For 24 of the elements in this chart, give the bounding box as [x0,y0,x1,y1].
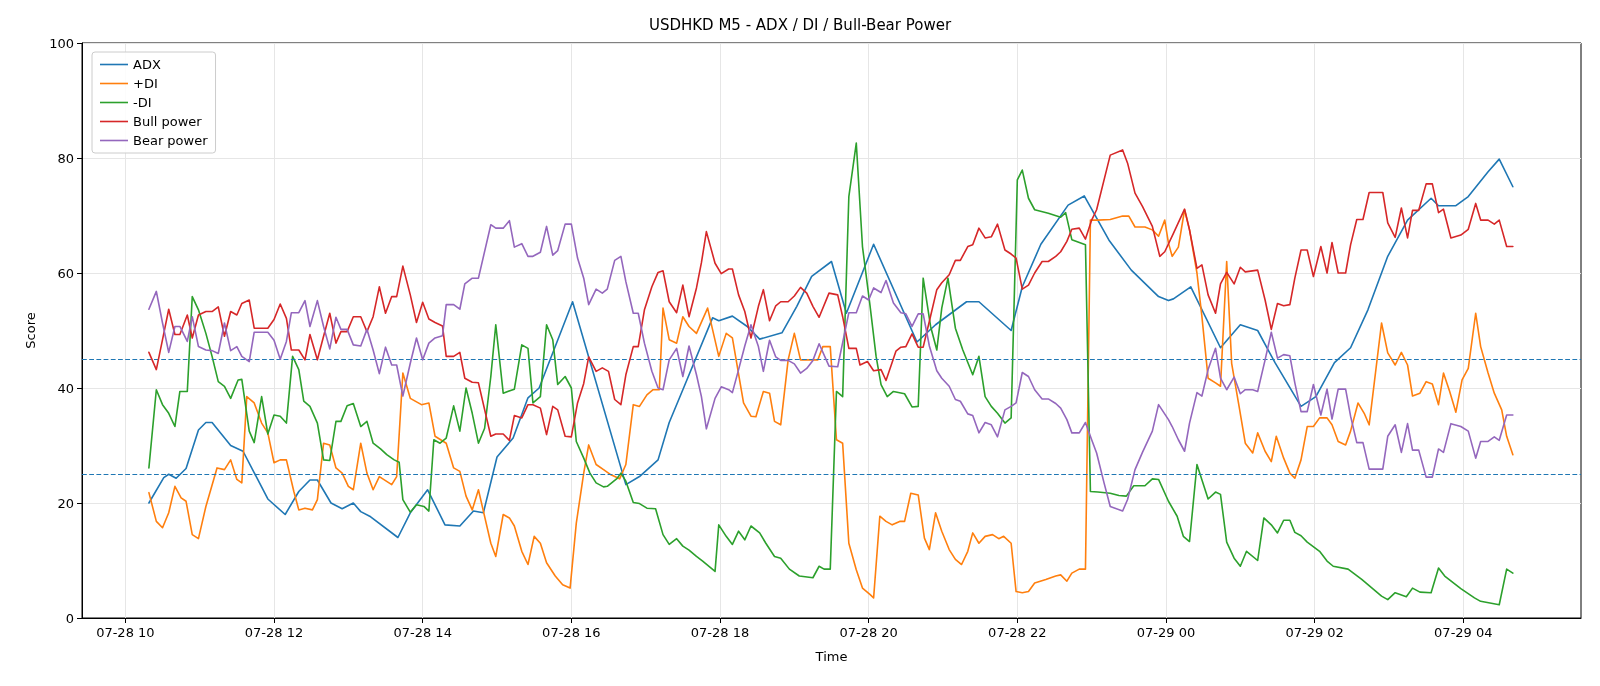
y-tick-label: 100 [49,35,74,51]
y-tick-label: 60 [57,265,74,281]
x-tick-label: 07-28 20 [839,625,898,640]
legend-label: ADX [133,57,161,72]
legend-label: Bear power [133,133,209,148]
legend-label: -DI [133,95,152,110]
x-axis-title: Time [814,649,848,664]
legend-label: Bull power [133,114,203,129]
x-tick-label: 07-28 16 [542,625,601,640]
chart-title: USDHKD M5 - ADX / DI / Bull-Bear Power [648,15,952,34]
y-tick-label: 0 [65,610,74,626]
x-tick-label: 07-28 18 [690,625,750,640]
x-tick-label: 07-28 10 [96,625,155,640]
x-tick-label: 07-28 14 [393,625,452,640]
legend-label: +DI [133,76,158,91]
x-tick-label: 07-28 12 [244,625,304,640]
x-tick-label: 07-29 04 [1434,625,1493,640]
y-tick-label: 20 [57,495,74,511]
x-tick-label: 07-28 22 [988,625,1047,640]
x-tick-label: 07-29 02 [1285,625,1344,640]
y-tick-label: 80 [57,150,74,166]
y-tick-label: 40 [57,380,74,396]
x-tick-label: 07-29 00 [1136,625,1196,640]
y-axis-title: Score [23,312,38,349]
